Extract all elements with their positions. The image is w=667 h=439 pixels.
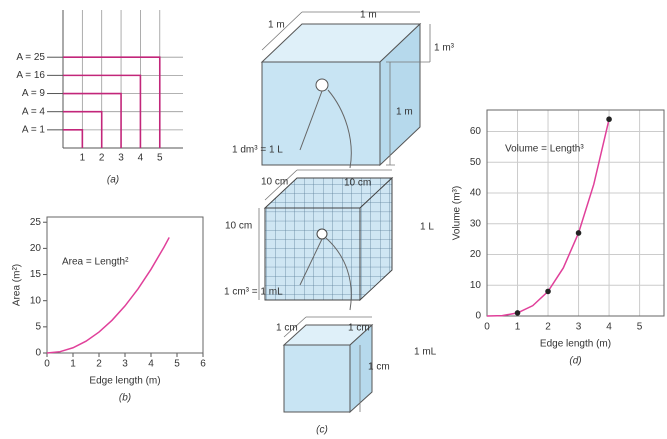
y-tick-label: 20 xyxy=(470,249,482,260)
x-tick-label: 0 xyxy=(44,359,50,370)
square xyxy=(63,57,160,148)
y-tick-label: 0 xyxy=(475,311,481,322)
annotation: Volume = Length³ xyxy=(505,144,584,155)
x-tick-label: 4 xyxy=(138,153,144,164)
data-point xyxy=(576,230,582,236)
panel-label: (b) xyxy=(119,393,131,404)
cube-label: 1 cm xyxy=(276,323,298,334)
x-tick-label: 2 xyxy=(99,153,105,164)
cube-label: 1 dm³ = 1 L xyxy=(232,145,283,156)
square xyxy=(63,130,82,148)
panel-label: (d) xyxy=(569,356,581,367)
y-tick-label: 5 xyxy=(35,321,41,332)
cube-label: 1 m xyxy=(396,107,413,118)
square xyxy=(63,94,121,148)
panel-label: (a) xyxy=(107,175,119,186)
figure: 1 m 1 m 1 m³ 1 m 1 dm³ = 1 L 10 cm 10 cm… xyxy=(0,0,667,439)
x-tick-label: 3 xyxy=(576,322,582,333)
y-tick-label: 0 xyxy=(35,348,41,359)
x-tick-label: 1 xyxy=(70,359,76,370)
y-tick-label: 10 xyxy=(30,295,42,306)
plot-frame xyxy=(47,217,203,353)
x-tick-label: 1 xyxy=(515,322,521,333)
x-tick-label: 5 xyxy=(157,153,163,164)
y-tick-label: 20 xyxy=(30,243,42,254)
cube-label: 10 cm xyxy=(225,221,252,232)
x-tick-label: 5 xyxy=(174,359,180,370)
data-point xyxy=(606,116,612,122)
y-axis-label: Volume (m³) xyxy=(452,186,463,240)
cube-label: 1 m³ xyxy=(434,43,455,54)
x-tick-label: 4 xyxy=(606,322,612,333)
x-tick-label: 2 xyxy=(545,322,551,333)
y-tick-label: 10 xyxy=(470,280,482,291)
y-tick-label: 30 xyxy=(470,218,482,229)
x-axis-label: Edge length (m) xyxy=(540,339,611,350)
y-tick-label: 50 xyxy=(470,157,482,168)
cube-label: 1 cm³ = 1 mL xyxy=(224,287,283,298)
x-tick-label: 6 xyxy=(200,359,206,370)
area-label: A = 1 xyxy=(22,124,46,135)
cube-label: 1 m xyxy=(360,10,377,21)
area-label: A = 4 xyxy=(22,106,46,117)
y-axis-label: Area (m²) xyxy=(12,264,23,306)
data-point xyxy=(545,289,551,295)
cube-label: 1 cm xyxy=(348,323,370,334)
cube-label: 10 cm xyxy=(261,177,288,188)
cube-label: 10 cm xyxy=(344,178,371,189)
cube-label: 1 mL xyxy=(414,347,437,358)
area-label: A = 25 xyxy=(16,52,45,63)
cube-label: 1 L xyxy=(420,222,434,233)
x-tick-label: 2 xyxy=(96,359,102,370)
x-tick-label: 1 xyxy=(80,153,86,164)
x-tick-label: 5 xyxy=(637,322,643,333)
curve xyxy=(47,237,169,353)
y-tick-label: 40 xyxy=(470,188,482,199)
area-label: A = 9 xyxy=(22,88,46,99)
area-label: A = 16 xyxy=(16,70,45,81)
annotation: Area = Length² xyxy=(62,257,129,268)
x-tick-label: 3 xyxy=(122,359,128,370)
data-point xyxy=(515,310,521,316)
cube-label: 1 m xyxy=(268,20,285,31)
panel-label: (c) xyxy=(316,425,328,436)
cube-1m xyxy=(262,12,430,168)
x-tick-label: 4 xyxy=(148,359,154,370)
x-tick-label: 0 xyxy=(484,322,490,333)
x-tick-label: 3 xyxy=(118,153,124,164)
x-axis-label: Edge length (m) xyxy=(89,376,160,387)
cube-label: 1 cm xyxy=(368,362,390,373)
y-tick-label: 25 xyxy=(30,217,42,228)
y-tick-label: 60 xyxy=(470,126,482,137)
y-tick-label: 15 xyxy=(30,269,42,280)
